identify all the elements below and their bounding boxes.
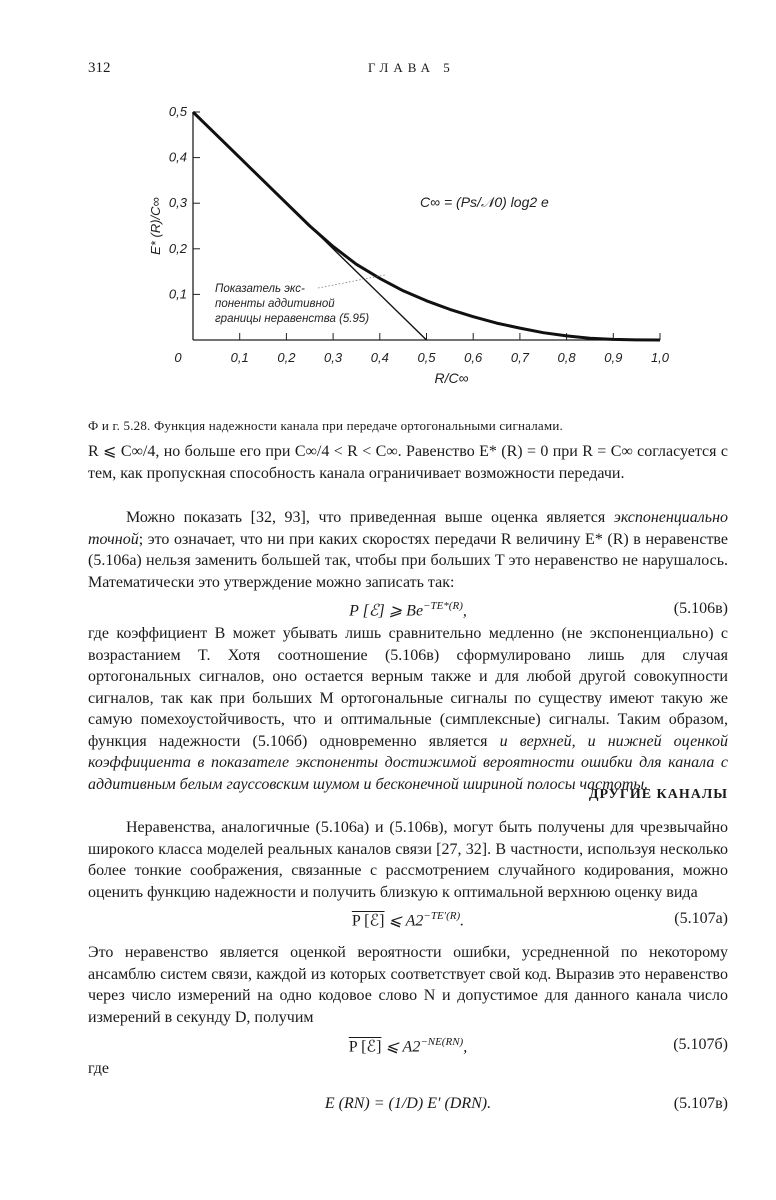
- reliability-function-chart: 0 0,1 0,2 0,3 0,4 0,5 0,6 0,7 0,8 0,9 1,0 0,1 0,2 0,3…: [150, 104, 670, 386]
- where-word: где: [88, 1060, 110, 1077]
- x-tick-label: 0,3: [324, 350, 343, 365]
- x-tick-label: 0,2: [277, 350, 296, 365]
- equation-punct: .: [460, 912, 465, 930]
- equation-number: (5.106в): [673, 600, 728, 617]
- y-tick-label: 0,5: [169, 104, 188, 119]
- running-head: ГЛАВА 5: [368, 60, 455, 75]
- italic-text: и верхней, и нижней оценкой коэффициента…: [88, 732, 728, 793]
- paragraph: R ⩽ C∞/4, но больше его при C∞/4 < R < C…: [88, 441, 728, 484]
- x-tick-label: 0,6: [464, 350, 483, 365]
- x-tick-label: 0,8: [558, 350, 577, 365]
- text: ; это означает, что ни при каких скорост…: [88, 530, 728, 591]
- formula-annotation: C∞ = (Ps/𝒩0) log2 e: [420, 194, 549, 210]
- equation-expression: ⩽ A2: [384, 912, 424, 930]
- x-tick-label: 0,4: [371, 350, 389, 365]
- annotation-leader: [317, 274, 386, 289]
- y-tick-label: 0,3: [169, 195, 188, 210]
- equation-punct: ,: [463, 1038, 468, 1056]
- equation-5-107b: P [ℰ] ⩽ A2−NE(RN), (5.107б): [88, 1036, 728, 1060]
- x-tick-label: 0,9: [604, 350, 622, 365]
- equation-5-107a: P [ℰ] ⩽ A2−TE′(R). (5.107а): [88, 910, 728, 934]
- equation-punct: ,: [462, 602, 467, 620]
- equation-expression: P [ℰ]: [351, 912, 385, 930]
- bound-line: [192, 111, 427, 341]
- bound-annotation-line: границы неравенства (5.95): [215, 313, 369, 325]
- equation-number: (5.107а): [674, 910, 728, 927]
- page-number: 312: [88, 60, 111, 76]
- equation-exponent: −TE*(R): [423, 600, 463, 612]
- equation-number: (5.107в): [673, 1095, 728, 1112]
- x-tick-label: 0,5: [417, 350, 436, 365]
- bound-annotation-line: Показатель экс-: [215, 283, 305, 295]
- text: где коэффициент B может убывать лишь сра…: [88, 625, 728, 750]
- section-heading: ДРУГИЕ КАНАЛЫ: [588, 787, 728, 802]
- x-axis-label: R/C∞: [434, 370, 468, 386]
- x-tick-label: 0: [174, 350, 182, 365]
- bound-annotation-line: поненты аддитивной: [215, 298, 335, 310]
- text: Неравенства, аналогичные (5.106а) и (5.1…: [88, 819, 728, 901]
- equation-5-107v: E (RN) = (1/D) E′ (DRN). (5.107в): [88, 1095, 728, 1119]
- x-tick-label: 0,1: [231, 350, 249, 365]
- equation-number: (5.107б): [673, 1036, 728, 1053]
- equation-expression: E (RN) = (1/D) E′ (DRN).: [324, 1095, 492, 1112]
- paragraph: где коэффициент B может убывать лишь сра…: [88, 623, 728, 795]
- text: R ⩽ C∞/4, но больше его при C∞/4 < R < C…: [88, 443, 728, 482]
- text: Можно показать [32, 93], что приведенная…: [126, 509, 614, 526]
- paragraph: Это неравенство является оценкой вероятн…: [88, 942, 728, 1028]
- equation-expression: P [ℰ]: [348, 1038, 382, 1056]
- paragraph: Можно показать [32, 93], что приведенная…: [88, 507, 728, 593]
- figure-caption: Ф и г. 5.28. Функция надежности канала п…: [88, 418, 563, 433]
- x-tick-label: 0,7: [511, 350, 530, 365]
- y-tick-label: 0,4: [169, 150, 187, 165]
- italic-text: экспоненциально точной: [88, 509, 728, 548]
- text: Это неравенство является оценкой вероятн…: [88, 944, 728, 1026]
- equation-5-106v: P [ℰ] ⩾ Be−TE*(R), (5.106в): [88, 600, 728, 624]
- y-tick-label: 0,2: [169, 241, 188, 256]
- y-tick-label: 0,1: [169, 286, 187, 301]
- equation-exponent: −NE(RN): [420, 1036, 464, 1048]
- equation-expression: ⩽ A2: [381, 1038, 421, 1056]
- equation-expression: P [ℰ] ⩾ Be: [349, 602, 424, 620]
- y-axis-label: E* (R)/C∞: [150, 197, 163, 255]
- x-tick-label: 1,0: [651, 350, 670, 365]
- equation-exponent: −TE′(R): [423, 910, 461, 922]
- paragraph: Неравенства, аналогичные (5.106а) и (5.1…: [88, 817, 728, 903]
